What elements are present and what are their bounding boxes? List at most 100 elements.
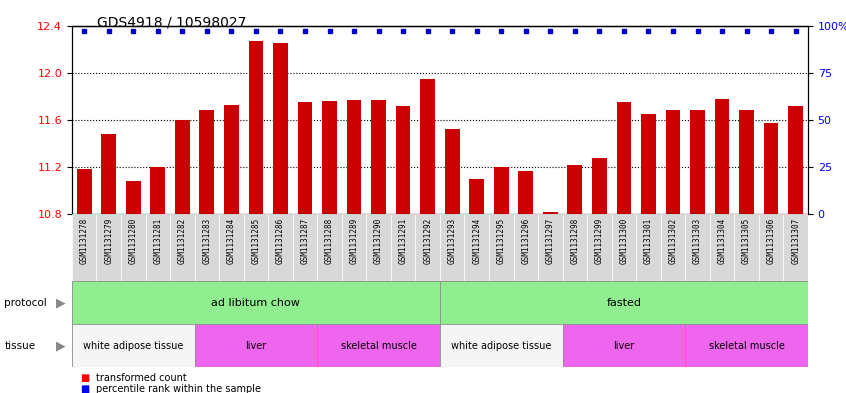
Bar bbox=[317, 214, 342, 281]
Text: GSM1131282: GSM1131282 bbox=[178, 218, 187, 264]
Text: GSM1131285: GSM1131285 bbox=[251, 218, 261, 264]
Text: ■: ■ bbox=[80, 373, 90, 383]
Bar bbox=[612, 214, 636, 281]
Bar bbox=[396, 106, 410, 214]
Bar bbox=[273, 43, 288, 214]
Text: ad libitum chow: ad libitum chow bbox=[212, 298, 300, 308]
Bar bbox=[685, 324, 808, 367]
Bar bbox=[244, 214, 268, 281]
Bar bbox=[759, 214, 783, 281]
Text: white adipose tissue: white adipose tissue bbox=[451, 341, 552, 351]
Text: skeletal muscle: skeletal muscle bbox=[709, 341, 784, 351]
Bar bbox=[224, 105, 239, 214]
Bar bbox=[440, 214, 464, 281]
Text: skeletal muscle: skeletal muscle bbox=[341, 341, 416, 351]
Bar bbox=[592, 158, 607, 214]
Text: GSM1131283: GSM1131283 bbox=[202, 218, 212, 264]
Bar bbox=[464, 214, 489, 281]
Bar bbox=[175, 120, 190, 214]
Bar bbox=[788, 106, 803, 214]
Bar bbox=[195, 214, 219, 281]
Bar bbox=[121, 214, 146, 281]
Bar bbox=[249, 41, 263, 214]
Text: GSM1131296: GSM1131296 bbox=[521, 218, 530, 264]
Bar bbox=[661, 214, 685, 281]
Text: GSM1131294: GSM1131294 bbox=[472, 218, 481, 264]
Text: white adipose tissue: white adipose tissue bbox=[83, 341, 184, 351]
Bar bbox=[195, 324, 317, 367]
Bar bbox=[440, 324, 563, 367]
Bar bbox=[415, 214, 440, 281]
Text: GSM1131292: GSM1131292 bbox=[423, 218, 432, 264]
Text: GSM1131307: GSM1131307 bbox=[791, 218, 800, 264]
Bar bbox=[494, 167, 508, 214]
Text: ▶: ▶ bbox=[56, 296, 66, 309]
Text: GSM1131291: GSM1131291 bbox=[398, 218, 408, 264]
Bar bbox=[636, 214, 661, 281]
Text: GSM1131300: GSM1131300 bbox=[619, 218, 629, 264]
Bar bbox=[200, 110, 214, 214]
Bar bbox=[617, 102, 631, 214]
Text: GSM1131297: GSM1131297 bbox=[546, 218, 555, 264]
Bar bbox=[568, 165, 582, 214]
Text: GSM1131287: GSM1131287 bbox=[300, 218, 310, 264]
Text: GSM1131279: GSM1131279 bbox=[104, 218, 113, 264]
Text: GSM1131280: GSM1131280 bbox=[129, 218, 138, 264]
Bar bbox=[72, 214, 96, 281]
Bar bbox=[102, 134, 116, 214]
Text: fasted: fasted bbox=[607, 298, 641, 308]
Text: GSM1131295: GSM1131295 bbox=[497, 218, 506, 264]
Text: ■: ■ bbox=[80, 384, 90, 393]
Bar bbox=[739, 110, 754, 214]
Bar bbox=[764, 123, 778, 214]
Text: GSM1131278: GSM1131278 bbox=[80, 218, 89, 264]
Bar bbox=[690, 110, 705, 214]
Text: GSM1131301: GSM1131301 bbox=[644, 218, 653, 264]
Bar bbox=[783, 214, 808, 281]
Text: GSM1131286: GSM1131286 bbox=[276, 218, 285, 264]
Text: ▶: ▶ bbox=[56, 339, 66, 353]
Bar bbox=[268, 214, 293, 281]
Bar bbox=[538, 214, 563, 281]
Bar bbox=[685, 214, 710, 281]
Bar bbox=[317, 324, 440, 367]
Bar bbox=[371, 100, 386, 214]
Text: GSM1131306: GSM1131306 bbox=[766, 218, 776, 264]
Bar bbox=[715, 99, 729, 214]
Bar bbox=[445, 129, 459, 214]
Bar bbox=[146, 214, 170, 281]
Text: GSM1131298: GSM1131298 bbox=[570, 218, 580, 264]
Bar bbox=[587, 214, 612, 281]
Bar bbox=[347, 100, 361, 214]
Text: GSM1131299: GSM1131299 bbox=[595, 218, 604, 264]
Bar bbox=[77, 169, 91, 214]
Bar bbox=[420, 79, 435, 214]
Bar bbox=[440, 281, 808, 324]
Bar bbox=[126, 181, 140, 214]
Text: protocol: protocol bbox=[4, 298, 47, 308]
Text: GDS4918 / 10598027: GDS4918 / 10598027 bbox=[97, 16, 247, 30]
Bar bbox=[170, 214, 195, 281]
Bar bbox=[734, 214, 759, 281]
Text: percentile rank within the sample: percentile rank within the sample bbox=[96, 384, 261, 393]
Bar bbox=[391, 214, 415, 281]
Text: liver: liver bbox=[245, 341, 266, 351]
Text: GSM1131290: GSM1131290 bbox=[374, 218, 383, 264]
Bar bbox=[151, 167, 165, 214]
Bar bbox=[563, 214, 587, 281]
Bar bbox=[322, 101, 337, 214]
Text: GSM1131288: GSM1131288 bbox=[325, 218, 334, 264]
Text: GSM1131304: GSM1131304 bbox=[717, 218, 727, 264]
Bar bbox=[470, 179, 484, 214]
Bar bbox=[72, 324, 195, 367]
Bar bbox=[641, 114, 656, 214]
Text: transformed count: transformed count bbox=[96, 373, 186, 383]
Text: liver: liver bbox=[613, 341, 634, 351]
Bar bbox=[519, 171, 533, 214]
Text: GSM1131302: GSM1131302 bbox=[668, 218, 678, 264]
Text: GSM1131284: GSM1131284 bbox=[227, 218, 236, 264]
Text: GSM1131305: GSM1131305 bbox=[742, 218, 751, 264]
Bar bbox=[514, 214, 538, 281]
Bar bbox=[293, 214, 317, 281]
Bar bbox=[489, 214, 514, 281]
